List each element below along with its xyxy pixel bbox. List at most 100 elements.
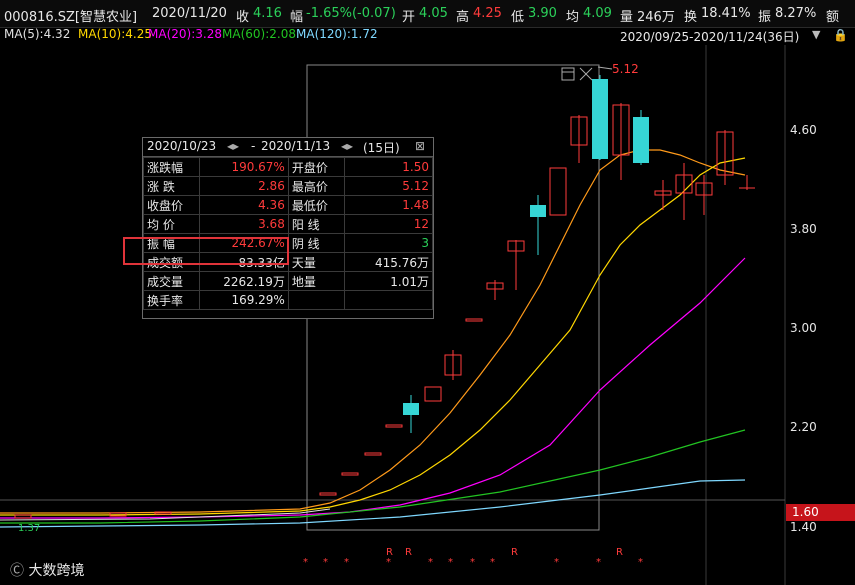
ma-orange-line: [0, 149, 746, 514]
chevron-down-icon[interactable]: ▼: [812, 28, 821, 41]
range-stats-table: 涨跌幅 190.67% 开盘价 1.50 涨 跌 2.86 最高价 5.12 收盘价 4.36 最低…: [143, 157, 434, 310]
svg-text:*: *: [428, 557, 433, 568]
stat-value: 4.36: [198, 195, 289, 215]
candle: [424, 386, 442, 402]
candle: [109, 512, 127, 517]
candle: [14, 514, 32, 519]
svg-text:*: *: [554, 557, 559, 568]
low-label: 低: [511, 10, 525, 25]
peak-price-label: 5.12: [612, 62, 639, 76]
svg-text:*: *: [596, 557, 601, 568]
candle: [154, 511, 172, 515]
svg-text:R: R: [386, 547, 393, 558]
ma5-label[interactable]: MA(5):4.32: [4, 27, 71, 41]
date-range[interactable]: 2020/09/25-2020/11/24(36日): [620, 30, 800, 44]
stat-value: 2262.19万: [198, 271, 289, 291]
window-icon: [561, 67, 575, 81]
range-end: 2020/11/13: [261, 139, 331, 153]
stat-label: 换手率: [143, 290, 200, 310]
ma10-label[interactable]: MA(10):4.25: [78, 27, 152, 41]
svg-text:*: *: [490, 557, 495, 568]
stock-symbol[interactable]: 000816.SZ[智慧农业]: [4, 10, 138, 25]
amount-label: 额: [826, 10, 840, 25]
amplitude-highlight: [123, 237, 289, 265]
avg-label: 均: [566, 10, 580, 25]
close-icon[interactable]: ⊠: [415, 139, 426, 153]
open-label: 开: [402, 10, 416, 25]
range-sep: -: [251, 139, 256, 153]
range-stats-panel: 2020/10/23 ◂▸ - 2020/11/13 ◂▸ (15日) ⊠ 涨跌…: [142, 137, 434, 319]
stat-label: 最高价: [287, 176, 345, 196]
stats-row: 涨 跌 2.86 最高价 5.12: [143, 176, 434, 196]
range-end-stepper[interactable]: ◂▸: [341, 139, 354, 153]
amplitude-label: 振: [758, 10, 772, 25]
quote-header: 000816.SZ[智慧农业] 2020/11/20 收 4.16 幅 -1.6…: [0, 0, 855, 28]
change-label: 幅: [290, 10, 304, 25]
stat-label: 天量: [287, 252, 345, 272]
ma60-label[interactable]: MA(60):2.08: [222, 27, 296, 41]
amplitude-value: 8.27%: [775, 6, 817, 21]
svg-text:*: *: [344, 557, 349, 568]
candles: [14, 75, 755, 519]
ma120-label[interactable]: MA(120):1.72: [296, 27, 378, 41]
close-value: 4.16: [253, 6, 282, 21]
candle: [341, 472, 359, 476]
stat-value: 1.01万: [343, 271, 434, 291]
range-days: (15日): [363, 141, 400, 155]
stat-label: 阳 线: [287, 214, 345, 234]
candle: [403, 403, 419, 415]
stat-label: 涨 跌: [143, 176, 200, 196]
stats-row: 均 价 3.68 阳 线 12: [143, 214, 434, 234]
y-tick-label: 1.40: [790, 520, 817, 534]
stat-label: 均 价: [143, 214, 200, 234]
candle: [592, 79, 608, 159]
high-label: 高: [456, 10, 470, 25]
stat-value: 415.76万: [343, 252, 434, 272]
range-stats-header: 2020/10/23 ◂▸ - 2020/11/13 ◂▸ (15日) ⊠: [143, 138, 433, 157]
candle: [675, 174, 693, 194]
ma-legend: MA(5):4.32 MA(10):4.25 MA(20):3.28 MA(60…: [0, 27, 855, 45]
candle: [444, 354, 462, 376]
stat-value: 5.12: [343, 176, 434, 196]
stat-value: 3: [343, 233, 434, 253]
close-selection-icon: [579, 67, 593, 81]
candle: [633, 117, 649, 163]
stats-row: 涨跌幅 190.67% 开盘价 1.50: [143, 157, 434, 177]
candle: [319, 492, 337, 496]
ma-white-line: [0, 508, 331, 521]
svg-text:*: *: [448, 557, 453, 568]
stat-label: 最低价: [287, 195, 345, 215]
ma10-line: [0, 157, 746, 516]
stat-label: 成交量: [143, 271, 200, 291]
candle: [549, 167, 567, 216]
candle: [695, 182, 713, 196]
stat-value: 83.33亿: [198, 252, 289, 272]
quote-date: 2020/11/20: [152, 6, 227, 21]
close-label: 收: [236, 10, 250, 25]
candle: [385, 424, 403, 428]
volume-value: 246万: [637, 10, 675, 25]
candle: [507, 240, 525, 252]
turnover-value: 18.41%: [701, 6, 751, 21]
candle: [530, 205, 546, 217]
y-tick-label: 3.00: [790, 321, 817, 335]
ma20-label[interactable]: MA(20):3.28: [148, 27, 222, 41]
svg-text:*: *: [470, 557, 475, 568]
y-tick-label: 4.60: [790, 123, 817, 137]
lock-icon[interactable]: 🔒: [833, 28, 848, 42]
stat-value: 12: [343, 214, 434, 234]
svg-text:R: R: [405, 547, 412, 558]
y-tick-label: 2.20: [790, 420, 817, 434]
change-value: -1.65%(-0.07): [306, 6, 396, 21]
stat-label: 阴 线: [287, 233, 345, 253]
watermark: Ⓒ 大数跨境: [10, 563, 85, 579]
stat-value: 190.67%: [198, 157, 289, 177]
stat-label: 地量: [287, 271, 345, 291]
svg-text:R: R: [616, 547, 623, 558]
low-price-label: 1.37: [18, 523, 41, 534]
svg-text:*: *: [323, 557, 328, 568]
stat-value: 1.48: [343, 195, 434, 215]
range-start-stepper[interactable]: ◂▸: [227, 139, 240, 153]
candle: [654, 190, 672, 196]
